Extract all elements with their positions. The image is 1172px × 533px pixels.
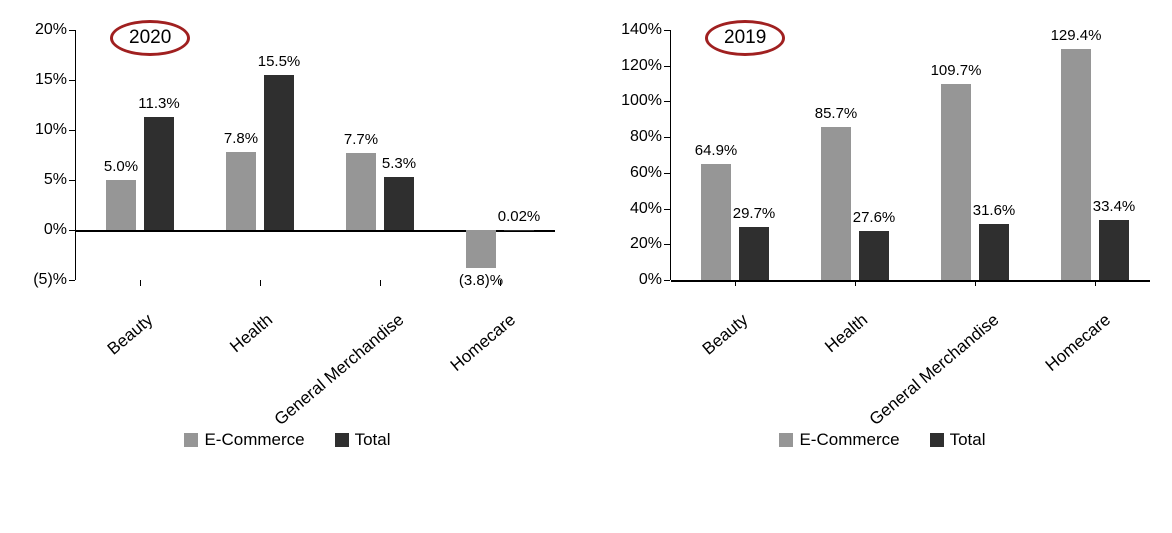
bar-label-2020: 7.7% [344,131,378,148]
x-label-2020: Health [226,310,276,357]
bar-2020 [504,230,534,231]
bar-2020 [106,180,136,230]
plot-area-2020: (5)%0%5%10%15%20% 5.0%11.3%7.8%15.5%7.7%… [75,30,555,280]
bar-2019 [701,164,731,280]
bar-2020 [144,117,174,230]
y-axis-2019: 0%20%40%60%80%100%120%140% [615,30,670,280]
bars-region-2020: 5.0%11.3%7.8%15.5%7.7%5.3%(3.8)%0.02% [75,30,555,280]
bar-label-2019: 64.9% [695,142,738,159]
bar-label-2020: 15.5% [258,53,301,70]
legend-label-ecommerce: E-Commerce [204,430,304,450]
y-tick-label-2019: 100% [621,92,662,110]
bar-label-2019: 109.7% [931,62,982,79]
legend-item-total-2: Total [930,430,986,450]
bar-label-2020: 0.02% [498,208,541,225]
x-labels-2020: Beauty HealthGeneral Merchandise Homecare [75,280,555,430]
bar-label-2020: 5.0% [104,158,138,175]
x-label-2020: Homecare [447,310,520,376]
plot-area-2019: 0%20%40%60%80%100%120%140% 64.9%29.7%85.… [670,30,1150,280]
x-label-2020: General Merchandise [271,310,408,430]
legend-swatch-ecommerce-2 [779,433,793,447]
x-label-2019: Beauty [699,310,752,359]
bar-2020 [466,230,496,268]
bar-2019 [941,84,971,280]
y-tick-label-2019: 20% [630,235,662,253]
legend-2020: E-Commerce Total [20,430,555,450]
bar-2019 [821,127,851,280]
y-tick-label-2019: 0% [639,271,662,289]
bar-label-2020: 5.3% [382,155,416,172]
year-badge-2020: 2020 [110,20,190,56]
x-label-2019: General Merchandise [866,310,1003,430]
chart-panel-2020: 2020 (5)% 0% 5% 10% 15% 20% 5.0% 11.3% 7.8% 15.5… [20,20,555,450]
y-tick-label-2019: 80% [630,128,662,146]
y-tick-label-2020: 0% [44,221,67,239]
bar-2019 [1099,220,1129,280]
bar-2019 [1061,49,1091,280]
legend-item-ecommerce: E-Commerce [184,430,304,450]
bar-2020 [226,152,256,230]
y-tick-label-2020: (5)% [33,271,67,289]
y-tick-label-2019: 60% [630,164,662,182]
legend-label-total-2: Total [950,430,986,450]
bar-2020 [384,177,414,230]
bar-2019 [859,231,889,280]
chart-panel-2019: 2019 0% 20% 40% 60% 80% 100% 120% 140% 64.9% 29.… [615,20,1150,450]
y-tick-label-2019: 40% [630,200,662,218]
bar-label-2019: 29.7% [733,205,776,222]
legend-item-total: Total [335,430,391,450]
y-axis-2020: (5)%0%5%10%15%20% [20,30,75,280]
y-tick-label-2020: 20% [35,21,67,39]
y-tick-label-2019: 120% [621,57,662,75]
bars-region-2019: 64.9% 29.7% 85.7% 27.6% 109.7% 31.6% 129.4% 33.… [670,30,1150,280]
bar-2020 [264,75,294,230]
bar-label-2019: 27.6% [853,209,896,226]
bar-2019 [979,224,1009,280]
legend-label-total: Total [355,430,391,450]
bar-label-2019: 31.6% [973,202,1016,219]
bar-label-2019: 85.7% [815,105,858,122]
y-tick-label-2020: 10% [35,121,67,139]
x-label-2019: Health [821,310,871,357]
x-label-2020: Beauty [104,310,157,359]
bar-label-2020: 11.3% [138,95,179,112]
x-labels-2019: Beauty HealthGeneral Merchandise Homecare [670,280,1150,430]
legend-swatch-total-2 [930,433,944,447]
legend-item-ecommerce-2: E-Commerce [779,430,899,450]
legend-swatch-total [335,433,349,447]
bar-label-2019: 33.4% [1093,198,1136,215]
legend-swatch-ecommerce [184,433,198,447]
bar-label-2020: 7.8% [224,130,258,147]
bar-2020 [346,153,376,230]
bar-label-2019: 129.4% [1051,27,1102,44]
charts-container: 2020 (5)% 0% 5% 10% 15% 20% 5.0% 11.3% 7.8% 15.5… [20,20,1152,450]
bar-2019 [739,227,769,280]
year-badge-2019: 2019 [705,20,785,56]
y-tick-label-2020: 5% [44,171,67,189]
x-label-2019: Homecare [1042,310,1115,376]
y-tick-label-2019: 140% [621,21,662,39]
y-tick-label-2020: 15% [35,71,67,89]
legend-label-ecommerce-2: E-Commerce [799,430,899,450]
legend-2019: E-Commerce Total [615,430,1150,450]
